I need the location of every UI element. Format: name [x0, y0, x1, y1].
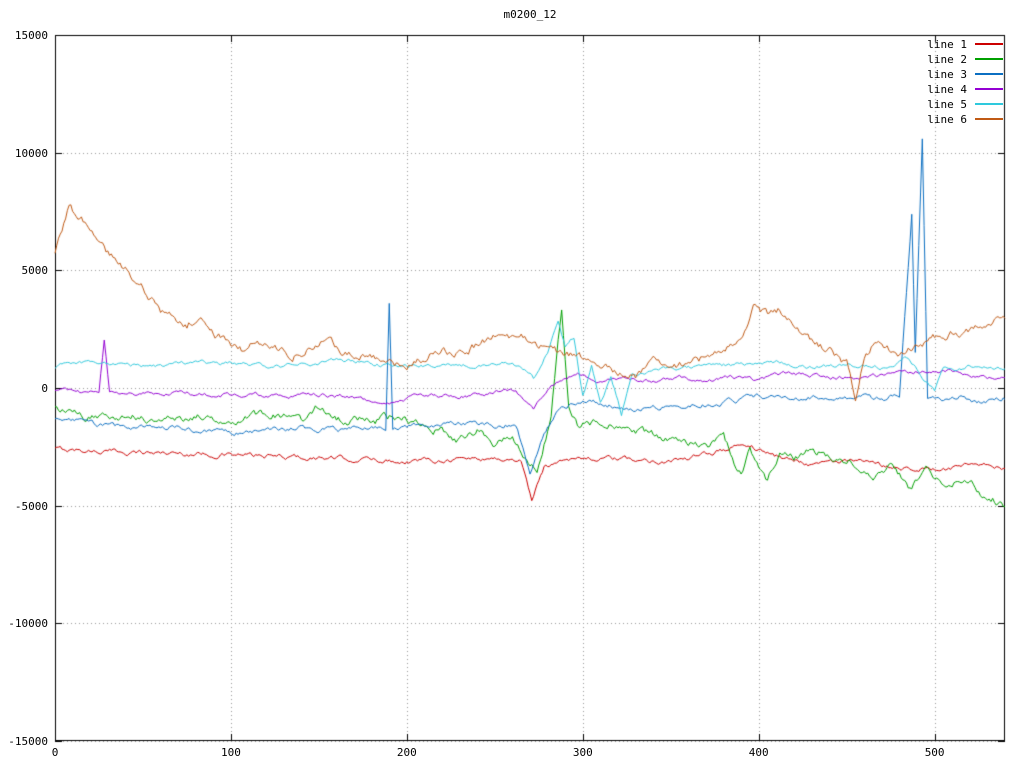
y-tick-label: 10000	[14, 146, 48, 160]
legend-label: line 2	[927, 52, 967, 66]
legend-item: line 2	[927, 52, 1003, 66]
y-tick-label: 15000	[14, 29, 48, 42]
x-tick-label: 400	[748, 746, 769, 759]
x-tick-label: 100	[220, 746, 241, 759]
x-tick-label: 300	[572, 746, 593, 759]
legend-line-sample	[975, 103, 1003, 105]
y-tick-label: -15000	[8, 735, 48, 748]
legend-label: line 6	[927, 112, 967, 126]
legend-line-sample	[975, 118, 1003, 120]
y-tick-label: -5000	[14, 499, 48, 513]
legend-label: line 3	[927, 67, 967, 81]
legend-item: line 5	[927, 97, 1003, 111]
legend-line-sample	[975, 43, 1003, 45]
y-tick-label: -10000	[8, 617, 48, 631]
legend-line-sample	[975, 88, 1003, 90]
legend-line-sample	[975, 58, 1003, 60]
chart-title: m0200_12	[503, 8, 557, 21]
legend: line 1 line 2 line 3 line 4 line 5 line …	[927, 37, 1003, 126]
legend-line-sample	[975, 73, 1003, 75]
x-tick-label: 0	[51, 746, 59, 759]
legend-item: line 3	[927, 67, 1003, 81]
legend-label: line 1	[927, 37, 967, 51]
legend-label: line 5	[927, 97, 967, 111]
legend-item: line 6	[927, 112, 1003, 126]
legend-label: line 4	[927, 82, 967, 96]
x-tick-label: 200	[396, 746, 417, 759]
y-tick-label: 0	[41, 382, 48, 395]
legend-item: line 1	[927, 37, 1003, 51]
legend-item: line 4	[927, 82, 1003, 96]
x-tick-label: 500	[924, 746, 945, 759]
y-tick-label: 5000	[21, 264, 49, 278]
